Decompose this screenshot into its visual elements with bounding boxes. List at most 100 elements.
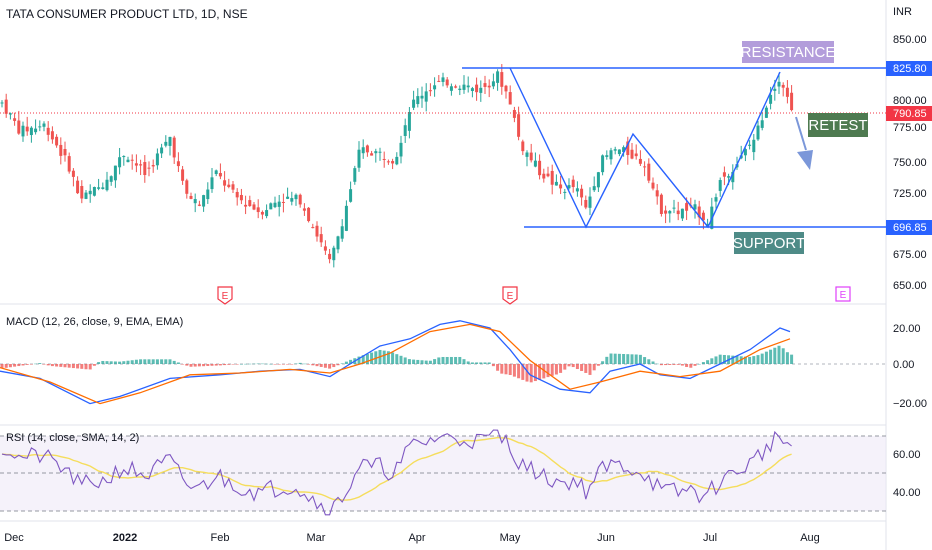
macd-histogram-bar [101, 360, 105, 364]
macd-histogram-bar [147, 359, 151, 364]
macd-histogram-bar [647, 359, 651, 364]
macd-histogram-bar [609, 353, 613, 364]
time-tick: 2022 [113, 532, 137, 544]
macd-histogram-bar [244, 363, 248, 365]
retest-label-box [808, 113, 868, 137]
macd-histogram-bar [462, 359, 466, 364]
macd-histogram-bar [445, 356, 449, 364]
macd-histogram-bar [395, 354, 399, 364]
macd-histogram-bar [143, 359, 147, 364]
macd-histogram-bar [214, 364, 218, 366]
candle-body [391, 161, 395, 164]
macd-histogram-bar [386, 351, 390, 364]
price-tick: 775.00 [893, 122, 927, 134]
macd-histogram-bar [181, 364, 185, 365]
candle-body [626, 141, 630, 156]
candle-body [638, 158, 642, 164]
candle-body [143, 162, 147, 176]
macd-histogram-bar [122, 361, 126, 364]
macd-histogram-bar [617, 353, 621, 364]
macd-histogram-bar [466, 361, 470, 364]
candle-body [701, 212, 705, 221]
macd-histogram-bar [109, 361, 113, 364]
double-bottom-pattern [509, 67, 781, 229]
macd-histogram-bar [500, 364, 504, 374]
macd-histogram-bar [496, 364, 500, 371]
candle-body [672, 207, 676, 209]
candle-body [559, 184, 563, 189]
candle-body [420, 95, 424, 99]
candle-body [84, 192, 88, 199]
price-tick: 650.00 [893, 280, 927, 292]
candle-body [706, 223, 710, 227]
macd-histogram-bar [382, 350, 386, 364]
candle-body [748, 144, 752, 146]
macd-histogram-bar [529, 364, 533, 383]
macd-histogram-bar [487, 362, 491, 364]
macd-histogram-bar [517, 364, 521, 379]
candle-body [13, 118, 17, 121]
candle-body [554, 181, 558, 186]
rsi-tick: 40.00 [893, 487, 921, 499]
candle-body [609, 150, 613, 160]
candle-body [101, 187, 105, 189]
resistance-price-badge [886, 61, 932, 76]
candle-body [210, 177, 214, 190]
macd-histogram-bar [307, 364, 311, 365]
earnings-marker[interactable]: E [835, 286, 851, 302]
candle-body [769, 94, 773, 104]
earnings-marker[interactable]: E [502, 286, 518, 305]
candle-body [139, 164, 143, 166]
candle-body [197, 204, 201, 206]
macd-histogram-bar [290, 364, 294, 365]
candle-body [323, 246, 327, 251]
candle-body [722, 172, 726, 177]
macd-histogram-bar [601, 361, 605, 364]
candle-body [685, 203, 689, 211]
resistance-label-box [742, 41, 834, 63]
macd-histogram-bar [441, 356, 445, 364]
candle-body [147, 167, 151, 169]
macd-histogram-bar [680, 364, 684, 366]
candle-body [605, 155, 609, 157]
retest-arrow [795, 116, 813, 170]
candle-body [647, 163, 651, 181]
candle-body [680, 208, 684, 219]
candle-body [227, 184, 231, 187]
time-axis: Dec 2022 Feb Mar Apr May Jun Jul Aug [4, 532, 820, 544]
candle-body [97, 187, 101, 189]
macd-histogram-bar [420, 360, 424, 364]
candle-body [508, 92, 512, 105]
macd-histogram-bar [164, 359, 168, 364]
candle-body [286, 196, 290, 199]
macd-histogram-bar [790, 354, 794, 364]
candle-body [416, 96, 420, 105]
macd-histogram-bar [46, 364, 50, 366]
macd-title: MACD (12, 26, close, 9, EMA, EMA) [6, 316, 183, 328]
candle-body [378, 151, 382, 153]
macd-histogram-bar [105, 361, 109, 364]
candle-body [130, 159, 134, 161]
macd-histogram-bar [67, 364, 71, 368]
time-tick: Jul [703, 532, 717, 544]
macd-histogram-bar [218, 364, 222, 366]
macd-histogram-bar [399, 355, 403, 364]
candle-body [517, 114, 521, 137]
macd-histogram-bar [454, 356, 458, 364]
price-tick: 800.00 [893, 95, 927, 107]
candle-body [281, 201, 285, 203]
macd-histogram-bar [63, 364, 67, 368]
macd-histogram-bar [542, 364, 546, 379]
candle-body [542, 173, 546, 179]
macd-histogram-bar [584, 364, 588, 373]
candle-body [601, 155, 605, 173]
candle-body [88, 190, 92, 195]
candle-body [340, 226, 344, 239]
candle-body [265, 210, 269, 217]
price-tick: 675.00 [893, 249, 927, 261]
candle-body [76, 180, 80, 194]
candle-body [651, 182, 655, 189]
candle-body [777, 81, 781, 87]
earnings-marker[interactable]: E [217, 286, 233, 305]
macd-histogram-bar [210, 364, 214, 366]
